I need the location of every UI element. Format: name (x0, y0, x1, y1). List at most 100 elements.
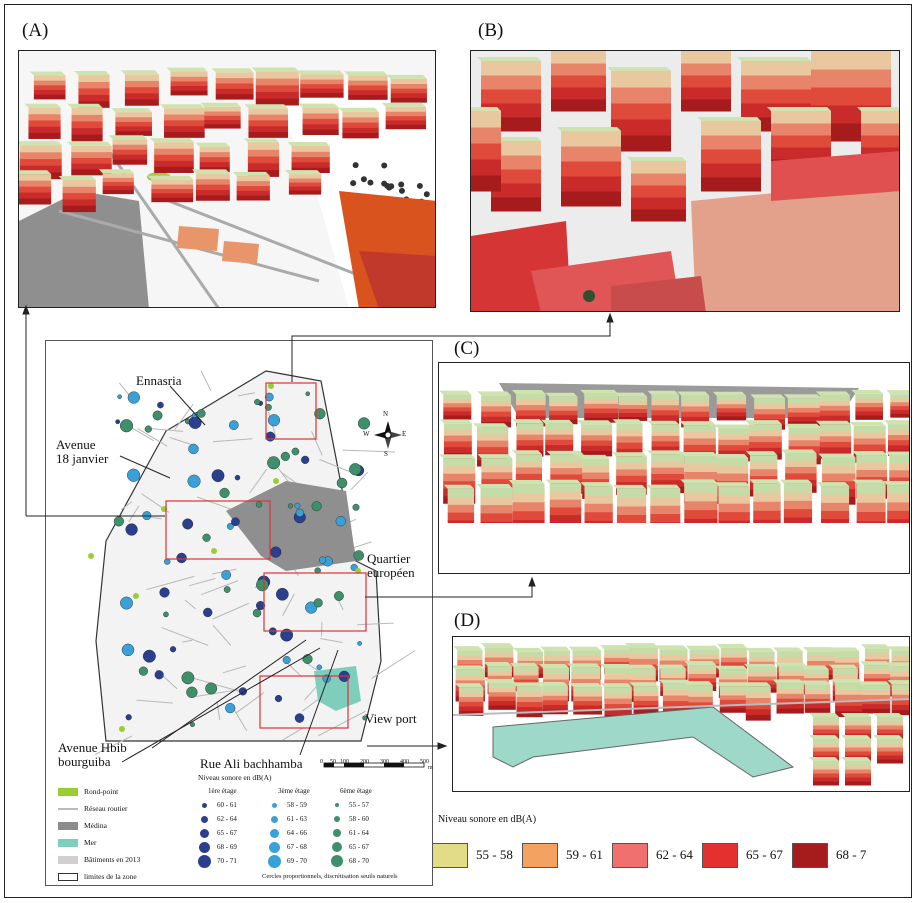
circle-symbol (268, 854, 281, 868)
circle-symbol (199, 841, 210, 853)
circle-legend-row: 64 - 66 (268, 826, 307, 840)
label-avenue-18-janvier-2: 18 janvier (56, 451, 109, 466)
legend-label: limites de la zone (84, 872, 137, 881)
circle-symbol (270, 828, 279, 838)
legend-swatch (58, 838, 78, 847)
legend-swatch (58, 807, 78, 810)
legend-label: Médina (84, 821, 107, 830)
circle-legend-row: 58 - 59 (268, 798, 307, 812)
panel-label-a: (A) (22, 20, 49, 41)
noise-swatch (432, 843, 468, 868)
panel-c-3d-view (438, 362, 910, 574)
noise-class-label: 65 - 67 (746, 847, 783, 862)
map-legend-item: Bâtiments en 2013 (58, 855, 140, 864)
circle-legend-column-header: 6ème étage (340, 787, 372, 795)
noise-class-label: 62 - 64 (656, 847, 693, 862)
legend-swatch (58, 821, 78, 830)
circle-class-label: 65 - 67 (217, 829, 237, 837)
noise-swatch (522, 843, 558, 868)
circle-symbol (202, 802, 207, 808)
circle-class-label: 55 - 57 (349, 801, 369, 809)
scale-unit: m (428, 765, 433, 771)
circle-legend-row: 67 - 68 (268, 840, 307, 854)
scale-tick: 300 (380, 759, 389, 765)
circle-legend-row: 58 - 60 (330, 812, 369, 826)
scale-tick: 400 (400, 759, 409, 765)
label-hbib-1: Avenue Hbib (58, 740, 127, 755)
compass-e: E (402, 430, 407, 438)
circle-class-label: 65 - 67 (349, 843, 369, 851)
scale-tick: 0 (320, 759, 323, 765)
label-quartier-1: Quartier (367, 551, 411, 566)
compass-w: W (363, 430, 370, 438)
scale-tick: 500 (420, 759, 429, 765)
label-ennasria: Ennasria (136, 373, 182, 388)
circle-symbol (330, 855, 343, 867)
compass-s: S (384, 450, 388, 458)
circle-legend-row: 61 - 64 (330, 826, 369, 840)
circle-class-label: 67 - 68 (287, 843, 307, 851)
noise-class-label: 68 - 7 (836, 847, 867, 862)
panel-label-d: (D) (454, 610, 481, 631)
map-legend-item: Médina (58, 821, 107, 830)
panel-a-3d-view (18, 50, 436, 308)
figure-frame (4, 4, 912, 898)
circle-legend-column-header: 1ère étage (208, 787, 237, 795)
circle-class-label: 68 - 69 (217, 843, 237, 851)
compass-rose (374, 421, 402, 449)
circle-legend-note: Cercles proportionnels, discrétisation s… (262, 873, 398, 880)
circle-legend-column: 55 - 57 58 - 60 61 - 64 65 - 67 68 - 70 (330, 798, 369, 868)
circle-symbol (333, 816, 340, 822)
noise-swatch (702, 843, 738, 868)
label-hbib-2: bourguiba (58, 754, 111, 769)
noise-class-label: 59 - 61 (566, 847, 603, 862)
circle-class-label: 69 - 70 (287, 857, 307, 865)
legend-swatch (58, 855, 78, 864)
circle-legend-row: 65 - 67 (330, 840, 369, 854)
circle-legend-row: 60 - 61 (198, 798, 237, 812)
circle-symbol (201, 815, 208, 823)
label-avenue-18-janvier-1: Avenue (56, 437, 96, 452)
circle-class-label: 60 - 61 (217, 801, 237, 809)
circle-legend-row: 62 - 64 (198, 812, 237, 826)
map-legend-item: Réseau routier (58, 804, 128, 813)
legend-label: Réseau routier (84, 804, 128, 813)
circle-legend-row: 61 - 63 (268, 812, 307, 826)
panel-label-b: (B) (478, 20, 504, 41)
circle-legend-column-header: 3ème étage (278, 787, 310, 795)
circle-legend-row: 55 - 57 (330, 798, 369, 812)
scale-tick: 100 (340, 759, 349, 765)
noise-swatch (792, 843, 828, 868)
circle-class-label: 61 - 63 (287, 815, 307, 823)
circle-symbol (198, 854, 211, 868)
label-quartier-2: européen (367, 565, 415, 580)
circle-class-label: 61 - 64 (349, 829, 369, 837)
circle-legend-row: 68 - 70 (330, 854, 369, 868)
scale-tick: 50 (330, 759, 336, 765)
circle-legend-row: 70 - 71 (198, 854, 237, 868)
circle-legend-row: 65 - 67 (198, 826, 237, 840)
circle-class-label: 58 - 60 (349, 815, 369, 823)
circle-class-label: 68 - 70 (349, 857, 369, 865)
circle-legend-title: Niveau sonore en dB(A) (198, 773, 272, 782)
circle-legend-column: 60 - 61 62 - 64 65 - 67 68 - 69 70 - 71 (198, 798, 237, 868)
circle-class-label: 70 - 71 (217, 857, 237, 865)
circle-legend-row: 69 - 70 (268, 854, 307, 868)
legend-label: Rond-point (84, 787, 119, 796)
legend-label: Bâtiments en 2013 (84, 855, 141, 864)
legend-label: Mer (84, 838, 97, 847)
noise-class-label: 55 - 58 (476, 847, 513, 862)
circle-class-label: 64 - 66 (287, 829, 307, 837)
noise-swatch (612, 843, 648, 868)
noise-legend-title: Niveau sonore en dB(A) (438, 814, 537, 825)
panel-label-c: (C) (454, 338, 480, 359)
compass-n: N (383, 410, 389, 418)
map-legend-item: Rond-point (58, 787, 118, 796)
label-view-port: View port (365, 711, 417, 726)
circle-symbol (272, 802, 277, 808)
legend-swatch (58, 787, 78, 796)
circle-symbol (331, 842, 342, 852)
panel-d-3d-view (452, 636, 910, 792)
circle-legend-row: 68 - 69 (198, 840, 237, 854)
circle-class-label: 62 - 64 (217, 815, 237, 823)
